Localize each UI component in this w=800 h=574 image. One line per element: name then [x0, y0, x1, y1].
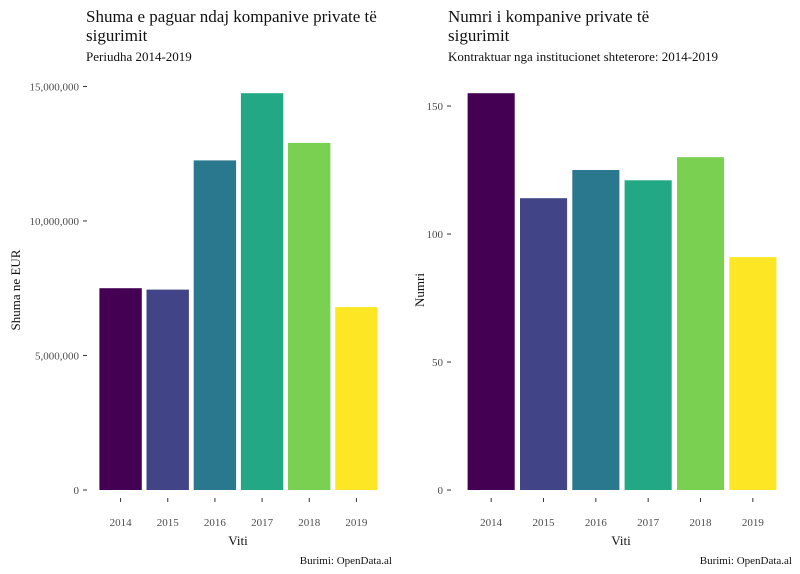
bar-2018 — [677, 157, 725, 490]
source-caption: Burimi: OpenData.al — [300, 555, 392, 567]
chart-subtitle: Periudha 2014-2019 — [86, 49, 192, 64]
x-tick-label-2019: 2019 — [345, 517, 368, 529]
x-tick-label-2019: 2019 — [742, 517, 765, 529]
chart-title-line-1: Shuma e paguar ndaj kompanive private të — [86, 7, 377, 26]
y-axis-label: Shuma ne EUR — [8, 249, 23, 330]
bar-2014 — [467, 93, 515, 490]
x-tick-label-2016: 2016 — [585, 517, 608, 529]
x-axis-label: Viti — [228, 533, 248, 548]
y-tick-label-0: 0 — [438, 485, 444, 497]
chart-company-count: Numri i kompanive private të sigurimit K… — [412, 7, 792, 567]
bar-2017 — [624, 180, 672, 491]
x-tick-label-2015: 2015 — [533, 517, 556, 529]
bar-group — [99, 93, 378, 490]
x-tick-label-2017: 2017 — [251, 517, 274, 529]
chart-title-line-2: sigurimit — [448, 26, 510, 45]
source-caption: Burimi: OpenData.al — [700, 555, 792, 567]
chart-subtitle: Kontraktuar nga institucionet shteterore… — [448, 49, 718, 64]
bar-2018 — [288, 142, 331, 490]
x-tick-label-2015: 2015 — [157, 517, 180, 529]
y-tick-label-10,000,000: 10,000,000 — [30, 216, 80, 228]
bar-2016 — [193, 160, 237, 490]
y-tick-label-150: 150 — [427, 101, 444, 113]
x-axis-ticks: 2014 2015 2016 2017 2018 2019 — [110, 498, 368, 529]
x-tick-label-2018: 2018 — [298, 517, 321, 529]
y-tick-label-50: 50 — [432, 357, 444, 369]
y-tick-label-15,000,000: 15,000,000 — [30, 81, 80, 93]
x-tick-label-2018: 2018 — [690, 517, 713, 529]
bar-2014 — [99, 288, 142, 490]
y-tick-label-100: 100 — [427, 229, 444, 241]
y-tick-label-5,000,000: 5,000,000 — [35, 350, 80, 362]
chart-title-line-1: Numri i kompanive private të — [448, 7, 649, 26]
bar-2016 — [572, 170, 620, 490]
y-tick-label-0: 0 — [74, 485, 80, 497]
x-tick-label-2016: 2016 — [204, 517, 227, 529]
bar-2017 — [240, 93, 284, 490]
bar-2015 — [146, 289, 189, 490]
bar-group — [467, 93, 777, 491]
chart-title-line-2: sigurimit — [86, 26, 148, 45]
bar-2019 — [729, 257, 777, 490]
x-tick-label-2014: 2014 — [110, 517, 133, 529]
bar-2015 — [520, 198, 568, 490]
bar-2019 — [335, 307, 378, 490]
y-axis-label: Numri — [412, 273, 427, 307]
y-axis-ticks: 0 5,000,000 10,000,000 15,000,000 — [30, 81, 87, 497]
y-axis-ticks: 0 50 100 150 — [427, 101, 451, 497]
chart-amount-paid: Shuma e paguar ndaj kompanive private të… — [8, 7, 392, 567]
x-tick-label-2014: 2014 — [480, 517, 503, 529]
x-axis-label: Viti — [611, 533, 631, 548]
x-tick-label-2017: 2017 — [637, 517, 660, 529]
x-axis-ticks: 2014 2015 2016 2017 2018 2019 — [480, 498, 764, 529]
